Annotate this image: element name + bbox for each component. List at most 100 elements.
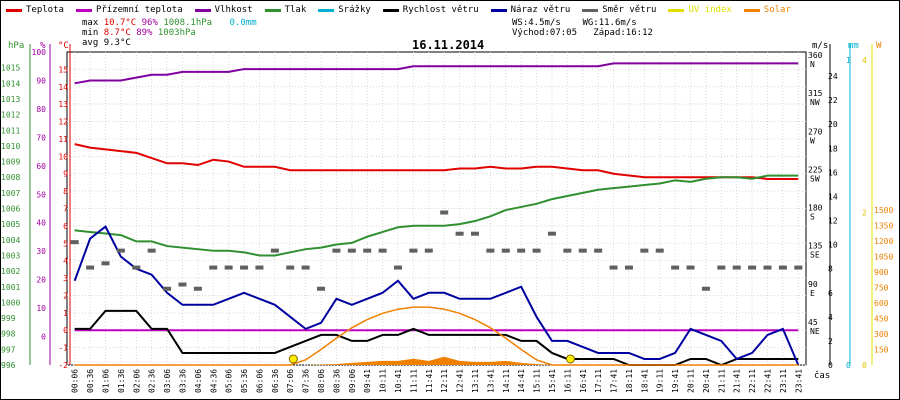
tick-x: 00:36 — [86, 369, 95, 393]
avg-temp: 9.3°C — [103, 38, 131, 48]
direction-point — [794, 265, 803, 270]
tick-x: 16:41 — [579, 369, 588, 393]
tick-wind: 14 — [828, 192, 838, 201]
direction-point — [163, 286, 172, 291]
axis-label-temperature: °C — [58, 41, 69, 51]
tick-temperature: 2 — [63, 291, 68, 300]
direction-point — [86, 265, 95, 270]
tick-pressure: 1008 — [1, 173, 20, 182]
solar-area — [74, 356, 799, 365]
tick-temperature: 15 — [58, 65, 68, 74]
tick-x: 23:41 — [794, 369, 803, 393]
tick-solar: 300 — [874, 330, 889, 339]
tick-x: 14:11 — [502, 369, 511, 393]
tick-temperature: 7 — [63, 205, 68, 214]
tick-x: 02:36 — [148, 369, 157, 393]
tick-direction: 270 — [808, 127, 823, 136]
direction-point — [270, 248, 279, 253]
tick-direction-name: SE — [810, 251, 820, 260]
series-náraz-větru — [73, 225, 800, 366]
tick-x: 06:36 — [271, 369, 280, 393]
tick-x: 16:11 — [563, 369, 572, 393]
tick-pressure: 996 — [1, 361, 16, 370]
direction-point — [70, 240, 79, 245]
max-label: max — [82, 18, 99, 28]
tick-direction-name: E — [810, 289, 815, 298]
direction-point — [301, 265, 310, 270]
tick-x: 10:41 — [394, 369, 403, 393]
direction-point — [347, 248, 356, 253]
tick-direction-name: N — [810, 60, 815, 69]
tick-wind: 4 — [828, 313, 833, 322]
direction-point — [501, 248, 510, 253]
tick-x: 20:11 — [687, 369, 696, 393]
legend-swatch — [264, 8, 281, 12]
tick-x: 07:06 — [286, 369, 295, 393]
tick-pressure: 1010 — [1, 142, 20, 151]
tick-x: 13:41 — [486, 369, 495, 393]
direction-point — [763, 265, 772, 270]
direction-point — [655, 248, 664, 253]
axis-label-pressure: hPa — [8, 41, 24, 51]
tick-temperature: 12 — [58, 118, 68, 127]
legend-swatch — [382, 8, 399, 12]
axis-label-humidity: % — [40, 41, 46, 51]
legend-item: Náraz větru — [490, 3, 570, 17]
direction-point — [224, 265, 233, 270]
legend-item: Teplota — [6, 3, 64, 17]
direction-point — [317, 286, 326, 291]
direction-point — [193, 286, 202, 291]
tick-x: 11:11 — [409, 369, 418, 393]
stats-sun: Východ:07:05 Západ:16:12 — [512, 28, 653, 38]
tick-x: 17:41 — [610, 369, 619, 393]
legend-item: UV index — [668, 3, 732, 17]
tick-x: 03:36 — [178, 369, 187, 393]
tick-wind: 2 — [828, 337, 833, 346]
tick-humidity: 80 — [36, 105, 46, 114]
legend-item: Vlhkost — [194, 3, 253, 17]
tick-x: 21:41 — [733, 369, 742, 393]
tick-x: 07:36 — [302, 369, 311, 393]
tick-x: 18:11 — [625, 369, 634, 393]
tick-direction-name: S — [810, 213, 815, 222]
tick-temperature: 9 — [63, 170, 68, 179]
tick-solar: 1350 — [874, 222, 893, 231]
tick-wind: 8 — [828, 265, 833, 274]
direction-point — [671, 265, 680, 270]
tick-direction: 360 — [808, 51, 823, 60]
legend-label: Přízemní teplota — [95, 5, 183, 15]
tick-direction: 45 — [808, 318, 818, 327]
legend-item: Tlak — [264, 3, 306, 17]
direction-point — [240, 265, 249, 270]
max-temp: 10.7°C — [103, 18, 137, 28]
tick-direction-name: NW — [810, 98, 820, 107]
direction-point — [116, 248, 125, 253]
legend-swatch — [668, 8, 685, 12]
tick-pressure: 1004 — [1, 236, 20, 245]
tick-humidity: 50 — [36, 190, 46, 199]
stats-max: max 10.7°C 96% 1008.1hPa 0.0mm — [82, 18, 257, 28]
tick-x: 02:06 — [132, 369, 141, 393]
sunset-value: Západ:16:12 — [593, 28, 653, 38]
tick-x: 22:11 — [748, 369, 757, 393]
tick-x: 17:11 — [594, 369, 603, 393]
tick-x: 01:36 — [117, 369, 126, 393]
legend-label: Směr větru — [602, 5, 657, 15]
tick-x: 21:11 — [717, 369, 726, 393]
tick-uv: 2 — [862, 209, 867, 218]
tick-x: 05:36 — [240, 369, 249, 393]
tick-pressure: 998 — [1, 330, 16, 339]
tick-x: 08:36 — [332, 369, 341, 393]
tick-x: 09:06 — [348, 369, 357, 393]
direction-point — [732, 265, 741, 270]
series-tlak — [74, 174, 799, 257]
tick-pressure: 1005 — [1, 220, 20, 229]
tick-x: 23:11 — [779, 369, 788, 393]
direction-point — [748, 265, 757, 270]
tick-wind: 0 — [828, 361, 833, 370]
tick-direction-name: W — [810, 136, 815, 145]
legend-item: Přízemní teplota — [75, 3, 183, 17]
tick-direction: 135 — [808, 242, 823, 251]
tick-wind: 10 — [828, 241, 838, 250]
tick-x: 08:06 — [317, 369, 326, 393]
